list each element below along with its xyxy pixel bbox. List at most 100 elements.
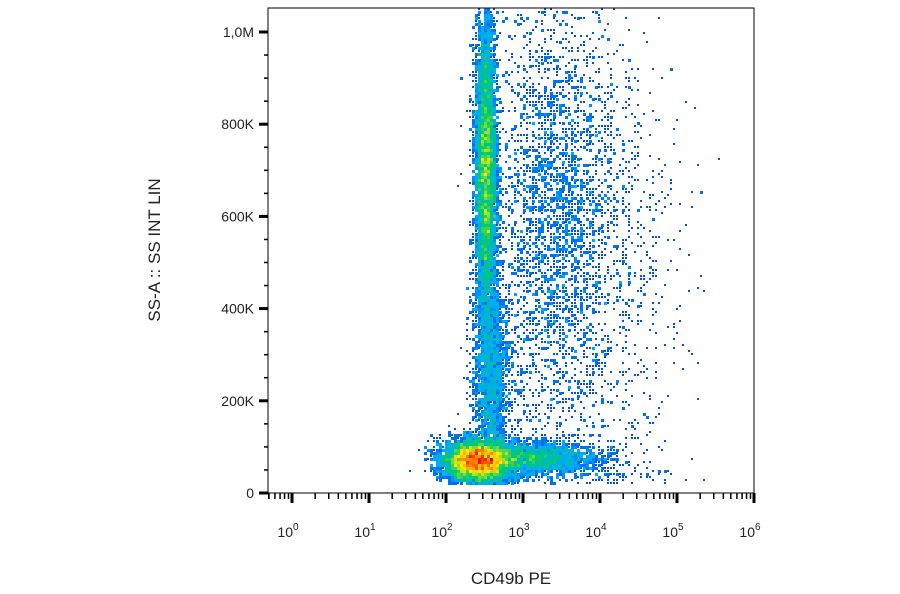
scatter-point (652, 110, 654, 112)
scatter-point (640, 290, 642, 292)
scatter-point (478, 332, 481, 335)
scatter-point (559, 236, 561, 238)
scatter-point (598, 458, 601, 461)
scatter-point (643, 278, 645, 280)
scatter-point (697, 362, 699, 364)
scatter-point (631, 422, 633, 424)
scatter-point (451, 446, 454, 449)
scatter-point (622, 476, 624, 478)
scatter-point (532, 365, 534, 367)
scatter-point (619, 260, 621, 262)
scatter-point (493, 446, 496, 449)
scatter-point (532, 461, 535, 464)
scatter-point (541, 452, 544, 455)
scatter-point (559, 338, 561, 340)
scatter-point (517, 464, 520, 467)
scatter-point (673, 326, 675, 328)
scatter-point (649, 206, 651, 208)
scatter-point (499, 368, 502, 371)
scatter-point (478, 365, 481, 368)
scatter-point (580, 464, 583, 467)
scatter-point (625, 314, 627, 316)
scatter-point (481, 236, 484, 239)
scatter-point (544, 140, 547, 143)
scatter-point (604, 155, 606, 157)
scatter-point (511, 38, 513, 40)
scatter-point (592, 176, 594, 178)
scatter-point (508, 452, 511, 455)
scatter-point (511, 455, 514, 458)
scatter-point (604, 92, 606, 94)
scatter-point (580, 470, 582, 472)
scatter-point (655, 119, 657, 121)
scatter-point (547, 365, 550, 368)
scatter-point (481, 449, 484, 452)
scatter-point (562, 149, 564, 151)
scatter-point (499, 131, 501, 133)
scatter-point (526, 302, 528, 304)
scatter-point (499, 458, 502, 461)
scatter-point (601, 191, 603, 193)
scatter-point (490, 227, 493, 230)
scatter-point (619, 473, 621, 475)
scatter-point (550, 155, 552, 157)
scatter-point (562, 254, 564, 256)
scatter-point (568, 470, 571, 473)
scatter-point (577, 86, 579, 88)
scatter-point (478, 230, 481, 233)
scatter-point (547, 101, 550, 104)
scatter-point (481, 245, 484, 248)
scatter-point (490, 188, 493, 191)
scatter-point (616, 236, 618, 238)
scatter-point (550, 140, 553, 143)
scatter-point (541, 11, 544, 14)
scatter-point (550, 341, 552, 343)
scatter-point (580, 137, 582, 139)
scatter-point (526, 164, 529, 167)
scatter-point (607, 338, 609, 340)
scatter-point (670, 203, 672, 205)
scatter-point (541, 101, 543, 103)
scatter-point (637, 89, 639, 91)
scatter-point (598, 374, 600, 376)
scatter-point (490, 392, 493, 395)
scatter-point (640, 269, 642, 271)
scatter-point (535, 230, 537, 232)
scatter-point (487, 269, 490, 272)
scatter-point (556, 242, 559, 245)
scatter-point (496, 389, 499, 392)
scatter-point (484, 386, 487, 389)
scatter-point (583, 101, 585, 103)
scatter-point (487, 227, 490, 230)
scatter-point (571, 194, 573, 196)
scatter-point (553, 68, 555, 70)
scatter-point (559, 392, 562, 395)
scatter-point (643, 275, 645, 277)
scatter-point (493, 329, 496, 332)
scatter-point (490, 47, 493, 50)
scatter-point (577, 107, 579, 109)
scatter-point (529, 320, 531, 322)
scatter-point (613, 446, 615, 448)
scatter-point (568, 194, 570, 196)
scatter-point (637, 374, 639, 376)
scatter-point (574, 299, 576, 301)
scatter-point (550, 359, 553, 362)
scatter-point (508, 140, 510, 142)
scatter-point (550, 98, 552, 100)
scatter-point (610, 446, 613, 449)
scatter-point (562, 161, 565, 164)
scatter-point (538, 395, 540, 397)
scatter-point (463, 455, 466, 458)
scatter-point (493, 371, 496, 374)
scatter-point (550, 248, 553, 251)
scatter-point (475, 389, 478, 392)
scatter-point (559, 335, 561, 337)
scatter-point (472, 410, 474, 412)
scatter-point (553, 299, 555, 301)
plot-area (409, 8, 720, 485)
scatter-point (532, 449, 535, 452)
scatter-point (532, 359, 534, 361)
scatter-point (583, 263, 585, 265)
scatter-point (469, 110, 471, 112)
